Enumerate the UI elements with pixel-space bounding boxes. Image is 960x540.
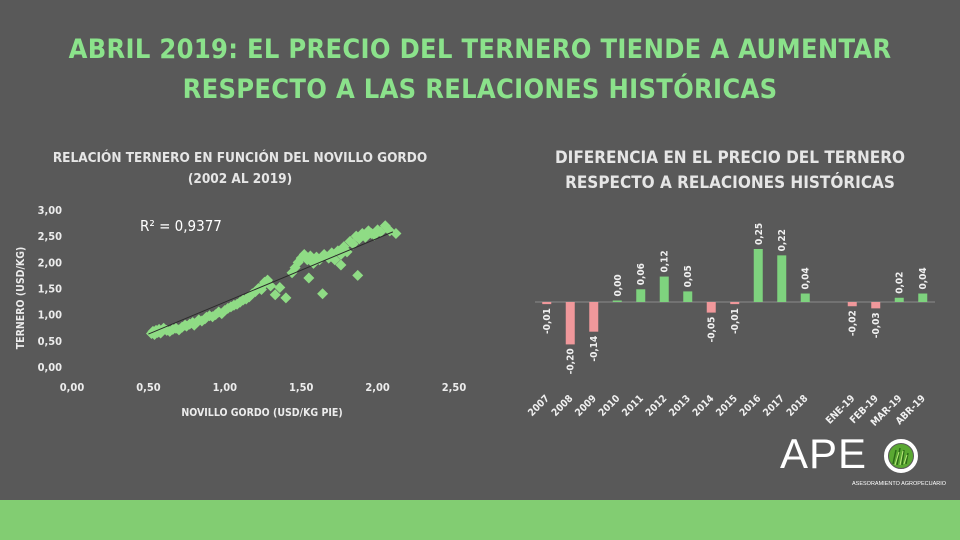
bar [706,302,716,313]
category-label: 2011 [620,393,645,418]
bar-chart-title: DIFERENCIA EN EL PRECIO DEL TERNERO RESP… [530,146,930,196]
category-label: 2017 [761,393,786,418]
y-axis-label: TERNERO (USD/KG) [15,247,27,350]
footer-bar [0,500,960,540]
scatter-title-line2: (2002 AL 2019) [187,171,293,187]
scatter-point [303,272,315,284]
category-label: 2009 [573,393,598,418]
bar-title-line2: RESPECTO A RELACIONES HISTÓRICAS [565,173,895,193]
x-tick-label: 2,50 [442,381,467,394]
bar [753,249,763,302]
y-tick-label: 0,00 [38,361,63,374]
bar [589,302,599,332]
bar-data-label: 0,02 [895,272,906,294]
y-tick-label: 0,50 [38,335,63,348]
bar [730,302,740,305]
trendline [148,231,394,335]
category-label: 2007 [526,393,551,418]
bar-data-label: 0,04 [801,267,812,289]
bar-data-label: 0,00 [613,274,624,296]
bar [800,293,810,302]
x-tick-label: 0,50 [136,381,161,394]
y-tick-label: 2,50 [38,230,63,243]
category-label: 2016 [738,393,763,418]
x-tick-label: 2,00 [365,381,390,394]
scatter-title-line1: RELACIÓN TERNERO EN FUNCIÓN DEL NOVILLO … [52,150,428,166]
bar [565,302,575,345]
ape-logo: APE ASESORAMIENTO AGROPECUARIO [780,430,946,492]
y-tick-label: 1,50 [38,283,63,296]
bar-data-label: -0,14 [589,336,600,362]
bar-data-label: 0,22 [777,229,788,251]
bar-data-label: -0,03 [871,312,882,338]
bar [683,291,693,302]
bar-data-label: -0,05 [707,317,718,343]
bar [894,297,904,302]
category-label: 2012 [644,393,669,418]
bar [871,302,881,309]
grass-circle-icon [884,439,918,473]
bar-data-label: 0,12 [660,250,671,272]
slide-title-line2: RESPECTO A LAS RELACIONES HISTÓRICAS [182,74,778,105]
bar-data-label: 0,05 [683,265,694,287]
scatter-point [352,269,364,281]
bar-data-label: -0,01 [730,308,741,334]
category-label: 2013 [667,393,692,418]
x-tick-label: 1,00 [213,381,238,394]
category-label: 2014 [691,393,716,418]
bar-title-line1: DIFERENCIA EN EL PRECIO DEL TERNERO [554,148,906,168]
bar [636,289,646,302]
category-label: 2010 [597,393,622,418]
logo-text: APE [780,430,868,477]
scatter-point [265,280,277,292]
bar-data-label: -0,20 [566,348,577,374]
r-squared-annotation: R² = 0,9377 [140,217,222,235]
bar [659,276,669,302]
logo-subtitle: ASESORAMIENTO AGROPECUARIO [852,481,947,487]
bar-data-label: -0,01 [542,308,553,334]
slide-title-line1: ABRIL 2019: EL PRECIO DEL TERNERO TIENDE… [68,34,892,65]
x-axis-label: NOVILLO GORDO (USD/KG PIE) [181,407,342,419]
y-tick-label: 1,00 [38,309,63,322]
y-tick-label: 3,00 [38,204,63,217]
scatter-chart-title: RELACIÓN TERNERO EN FUNCIÓN DEL NOVILLO … [40,148,440,190]
bar [847,302,857,307]
bar [542,302,552,305]
bar [918,293,928,302]
category-label: 2015 [714,393,739,418]
bar-data-label: 0,06 [636,263,647,285]
bar [612,300,622,302]
scatter-point [390,228,402,240]
scatter-point [317,288,329,300]
scatter-point [341,246,353,258]
scatter-point [280,292,292,304]
bar-data-label: 0,25 [754,223,765,245]
y-tick-label: 2,00 [38,256,63,269]
bar-data-label: 0,04 [918,267,929,289]
scatter-point [274,281,286,293]
scatter-point [269,289,281,301]
category-label: 2008 [550,393,575,418]
bar [777,255,787,302]
x-tick-label: 1,50 [289,381,314,394]
scatter-point [335,259,347,271]
bar-data-label: -0,02 [848,310,859,336]
x-tick-label: 0,00 [60,381,85,394]
category-label: 2018 [785,393,810,418]
